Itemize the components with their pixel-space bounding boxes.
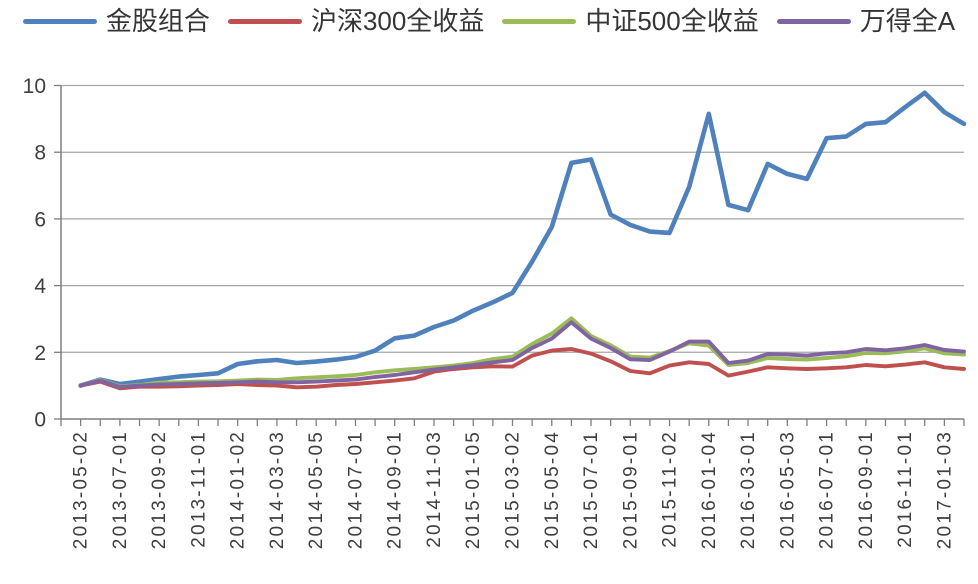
x-tick-label: 2013-09-02 bbox=[149, 430, 170, 549]
x-tick-label: 2016-11-01 bbox=[895, 430, 916, 548]
x-tick-label: 2014-03-03 bbox=[267, 430, 288, 549]
x-tick-label: 2014-09-01 bbox=[385, 430, 406, 549]
y-tick-label: 8 bbox=[34, 142, 46, 165]
x-tick-label: 2015-01-05 bbox=[463, 430, 484, 549]
y-tick-label: 0 bbox=[34, 409, 46, 432]
x-tick-label: 2016-05-03 bbox=[777, 430, 798, 549]
x-tick-label: 2015-11-02 bbox=[660, 430, 681, 548]
y-tick-label: 2 bbox=[34, 342, 46, 365]
x-tick-label: 2016-03-01 bbox=[738, 430, 759, 549]
x-tick-label: 2014-11-03 bbox=[424, 430, 445, 548]
x-tick-label: 2016-07-01 bbox=[817, 430, 838, 549]
series-line-0 bbox=[78, 90, 967, 388]
x-tick-label: 2016-09-01 bbox=[856, 430, 877, 549]
x-tick-label: 2014-05-05 bbox=[306, 430, 327, 549]
y-tick-label: 10 bbox=[23, 75, 46, 98]
y-tick-label: 6 bbox=[34, 208, 46, 231]
x-tick-label: 2016-01-04 bbox=[699, 430, 720, 549]
x-tick-label: 2013-05-02 bbox=[71, 430, 92, 549]
x-tick-label: 2014-01-02 bbox=[228, 430, 249, 549]
x-tick-label: 2015-03-02 bbox=[503, 430, 524, 549]
x-tick-label: 2015-05-04 bbox=[542, 430, 563, 549]
x-tick-label: 2015-07-01 bbox=[581, 430, 602, 549]
x-tick-label: 2013-11-01 bbox=[188, 430, 209, 548]
x-tick-label: 2015-09-01 bbox=[620, 430, 641, 549]
x-tick-label: 2017-01-03 bbox=[934, 430, 955, 549]
x-tick-label: 2014-07-01 bbox=[345, 430, 366, 549]
y-tick-label: 4 bbox=[34, 275, 46, 298]
x-tick-label: 2013-07-01 bbox=[110, 430, 131, 549]
series-line-3 bbox=[78, 320, 966, 389]
